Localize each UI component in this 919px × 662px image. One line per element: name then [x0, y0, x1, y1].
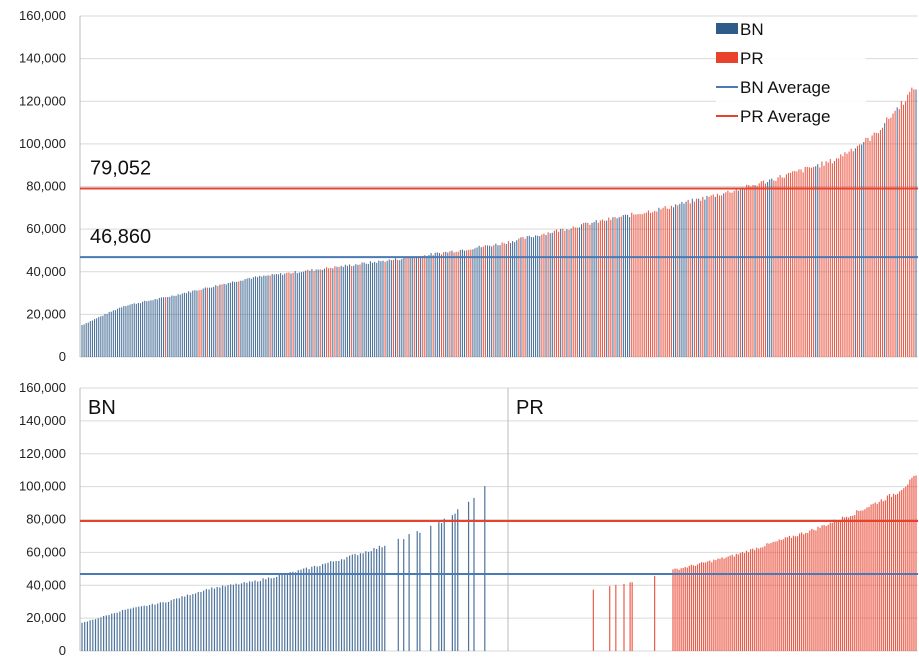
top-y-tick-label: 20,000 [26, 306, 66, 321]
bn-panel-bars [81, 486, 486, 651]
pr-panel-bars [592, 475, 917, 651]
bottom-y-tick-label: 100,000 [19, 479, 66, 494]
bn-panel-label: BN [88, 397, 116, 419]
bottom-y-tick-label: 160,000 [19, 380, 66, 395]
legend-label: PR [740, 49, 764, 68]
legend-background [716, 17, 866, 132]
top-y-tick-label: 80,000 [26, 179, 66, 194]
pr-panel-label: PR [516, 397, 544, 419]
bn-average-label: 46,860 [90, 226, 151, 248]
top-y-tick-label: 0 [59, 349, 66, 364]
pr-average-label: 79,052 [90, 158, 151, 180]
legend-label: BN [740, 20, 764, 39]
bottom-y-tick-label: 80,000 [26, 512, 66, 527]
legend-bn-swatch [716, 23, 738, 34]
top-combined-chart: 0 20,000 40,000 60,000 80,000 100,000 120,000 1… [19, 8, 918, 364]
bottom-y-tick-label: 20,000 [26, 610, 66, 625]
bottom-y-tick-label: 60,000 [26, 544, 66, 559]
top-y-tick-label: 140,000 [19, 51, 66, 66]
top-y-tick-label: 60,000 [26, 221, 66, 236]
bottom-split-chart: 0 20,000 40,000 60,000 80,000 100,000 120,000 1… [19, 380, 918, 658]
legend-pr-swatch [716, 52, 738, 63]
legend-label: PR Average [740, 107, 830, 126]
bottom-y-tick-label: 40,000 [26, 577, 66, 592]
bottom-y-tick-label: 0 [59, 643, 66, 657]
top-y-tick-label: 100,000 [19, 136, 66, 151]
top-bars [81, 87, 917, 357]
top-y-tick-label: 120,000 [19, 93, 66, 108]
bottom-y-tick-label: 140,000 [19, 413, 66, 428]
legend-label: BN Average [740, 78, 830, 97]
top-y-tick-label: 160,000 [19, 8, 66, 23]
legend: BN PR BN Average PR Average [716, 17, 866, 132]
bottom-y-tick-label: 120,000 [19, 446, 66, 461]
top-y-tick-label: 40,000 [26, 264, 66, 279]
